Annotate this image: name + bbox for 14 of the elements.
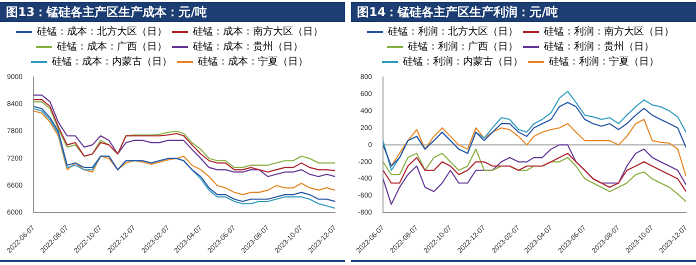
legend-label: 硅锰：利润：宁夏（日）	[548, 56, 659, 68]
legend-label: 硅锰：成本：北方大区（日）	[36, 26, 167, 38]
chart-title: 图14：锰硅各主产区生产利润：元/吨	[351, 2, 696, 22]
legend-label: 硅锰：利润：南方大区（日）	[543, 26, 674, 38]
legend-label: 硅锰：成本：贵州（日）	[192, 40, 303, 53]
chart-title: 图13：锰硅各主产区生产成本：元/吨	[0, 2, 345, 22]
legend-label: 硅锰：利润：广西（日）	[407, 40, 518, 53]
legend-label: 硅锰：成本：内蒙古（日）	[51, 56, 172, 68]
legend-label: 硅锰：利润：内蒙古（日）	[402, 56, 523, 68]
legend-label: 硅锰：利润：北方大区（日）	[387, 26, 518, 38]
legend-label: 硅锰：成本：广西（日）	[56, 40, 167, 53]
legend-label: 硅锰：成本：南方大区（日）	[192, 26, 323, 38]
legend-label: 硅锰：成本：宁夏（日）	[197, 56, 308, 68]
legend-label: 硅锰：利润：贵州（日）	[543, 40, 654, 53]
